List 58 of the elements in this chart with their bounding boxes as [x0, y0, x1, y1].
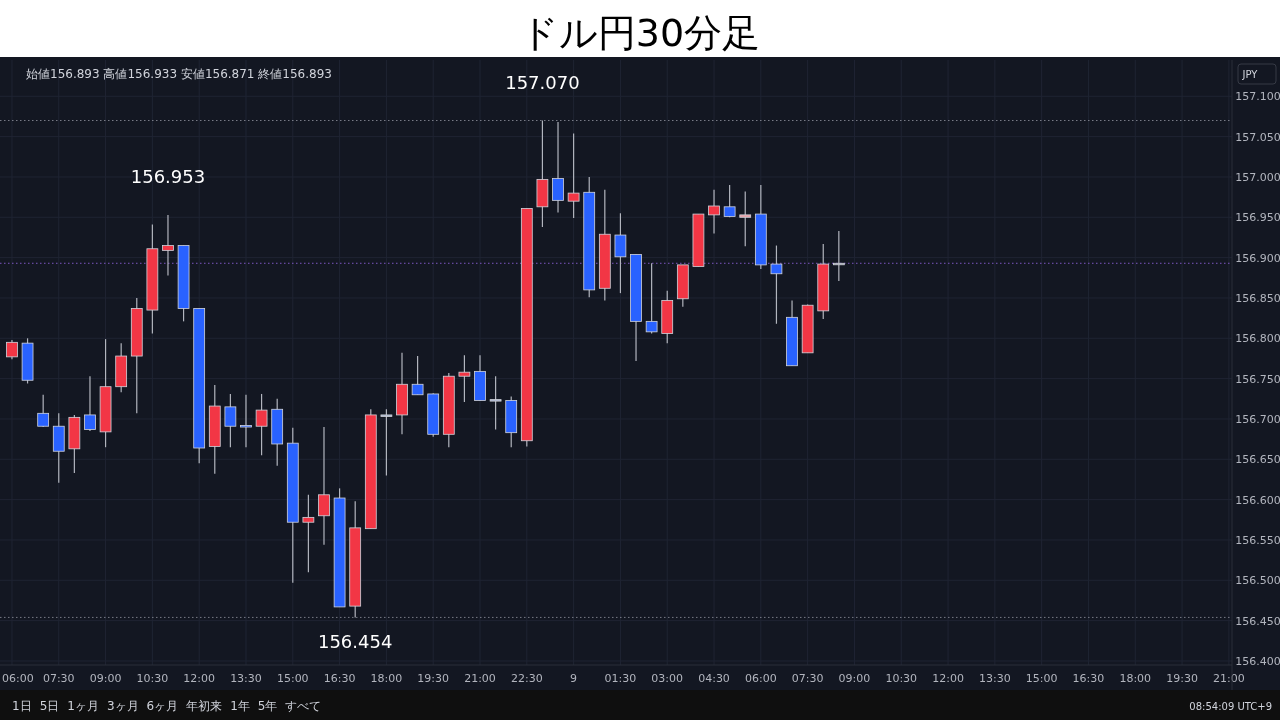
chart-title: ドル円30分足	[519, 11, 761, 55]
x-tick-label: 18:00	[370, 672, 403, 685]
annotation: 156.953	[130, 165, 206, 187]
text: 6ヶ月	[146, 699, 179, 713]
x-tick-label: 07:30	[42, 672, 75, 685]
text: 5日	[39, 699, 60, 713]
x-tick-label: 09:00	[89, 672, 122, 685]
x-tick-label: 06:00	[744, 672, 777, 685]
y-tick-label: 156.900	[1235, 251, 1280, 265]
x-tick-label: 9	[570, 672, 578, 685]
y-tick-label: 156.500	[1235, 574, 1280, 588]
y-tick-label: 157.000	[1235, 170, 1280, 184]
x-tick-label: 21:00	[464, 672, 496, 685]
x-tick-label: 13:30	[979, 672, 1011, 685]
text: 08:54:09 UTC+9	[1189, 701, 1272, 712]
x-tick-label: 13:30	[230, 672, 262, 685]
x-tick-label: 12:00	[183, 672, 216, 685]
text: 5年	[257, 699, 278, 713]
x-tick-label: 01:30	[604, 672, 637, 685]
x-tick-label: 22:30	[510, 672, 543, 685]
text: JPY	[1241, 69, 1259, 80]
text: 1年	[230, 699, 250, 713]
text: 3ヶ月	[106, 699, 139, 713]
x-tick-label: 16:30	[1072, 672, 1105, 685]
x-tick-label: 07:30	[791, 672, 824, 685]
x-tick-label: 10:30	[136, 672, 169, 685]
y-tick-label: 156.450	[1235, 614, 1280, 628]
x-tick-label: 16:30	[323, 672, 356, 685]
x-tick-label: 09:00	[838, 672, 871, 685]
y-tick-label: 156.800	[1235, 332, 1280, 346]
x-tick-label: 21:00	[1213, 672, 1245, 685]
y-tick-label: 156.600	[1235, 493, 1280, 507]
y-tick-label: 156.400	[1235, 654, 1280, 668]
x-tick-label: 06:00	[2, 672, 34, 685]
y-tick-label: 157.050	[1235, 130, 1280, 144]
annotation: 156.454	[317, 631, 393, 653]
text: 1ヶ月	[67, 699, 99, 713]
x-tick-label: 15:00	[1025, 672, 1058, 685]
text: 1日	[12, 699, 32, 713]
x-tick-label: 19:30	[1166, 672, 1198, 685]
annotation: 157.070	[505, 71, 580, 93]
y-tick-label: 156.700	[1235, 412, 1280, 426]
y-tick-label: 156.750	[1235, 372, 1280, 386]
y-tick-label: 156.650	[1235, 453, 1280, 467]
text: 年初来	[186, 699, 223, 713]
x-tick-label: 03:00	[651, 672, 684, 685]
x-tick-label: 10:30	[885, 672, 918, 685]
x-tick-label: 18:00	[1119, 672, 1152, 685]
x-tick-label: 04:30	[698, 672, 730, 685]
x-tick-label: 15:00	[276, 672, 309, 685]
y-tick-label: 157.100	[1235, 90, 1280, 104]
y-tick-label: 156.850	[1235, 291, 1280, 305]
x-tick-label: 19:30	[417, 672, 450, 685]
y-tick-label: 156.550	[1235, 533, 1280, 547]
annotation: 始値156.893 高値156.933 安値156.871 終値156.893	[26, 67, 332, 81]
text: すべて	[285, 699, 322, 713]
x-tick-label: 12:00	[932, 672, 964, 685]
y-tick-label: 156.950	[1235, 211, 1280, 225]
